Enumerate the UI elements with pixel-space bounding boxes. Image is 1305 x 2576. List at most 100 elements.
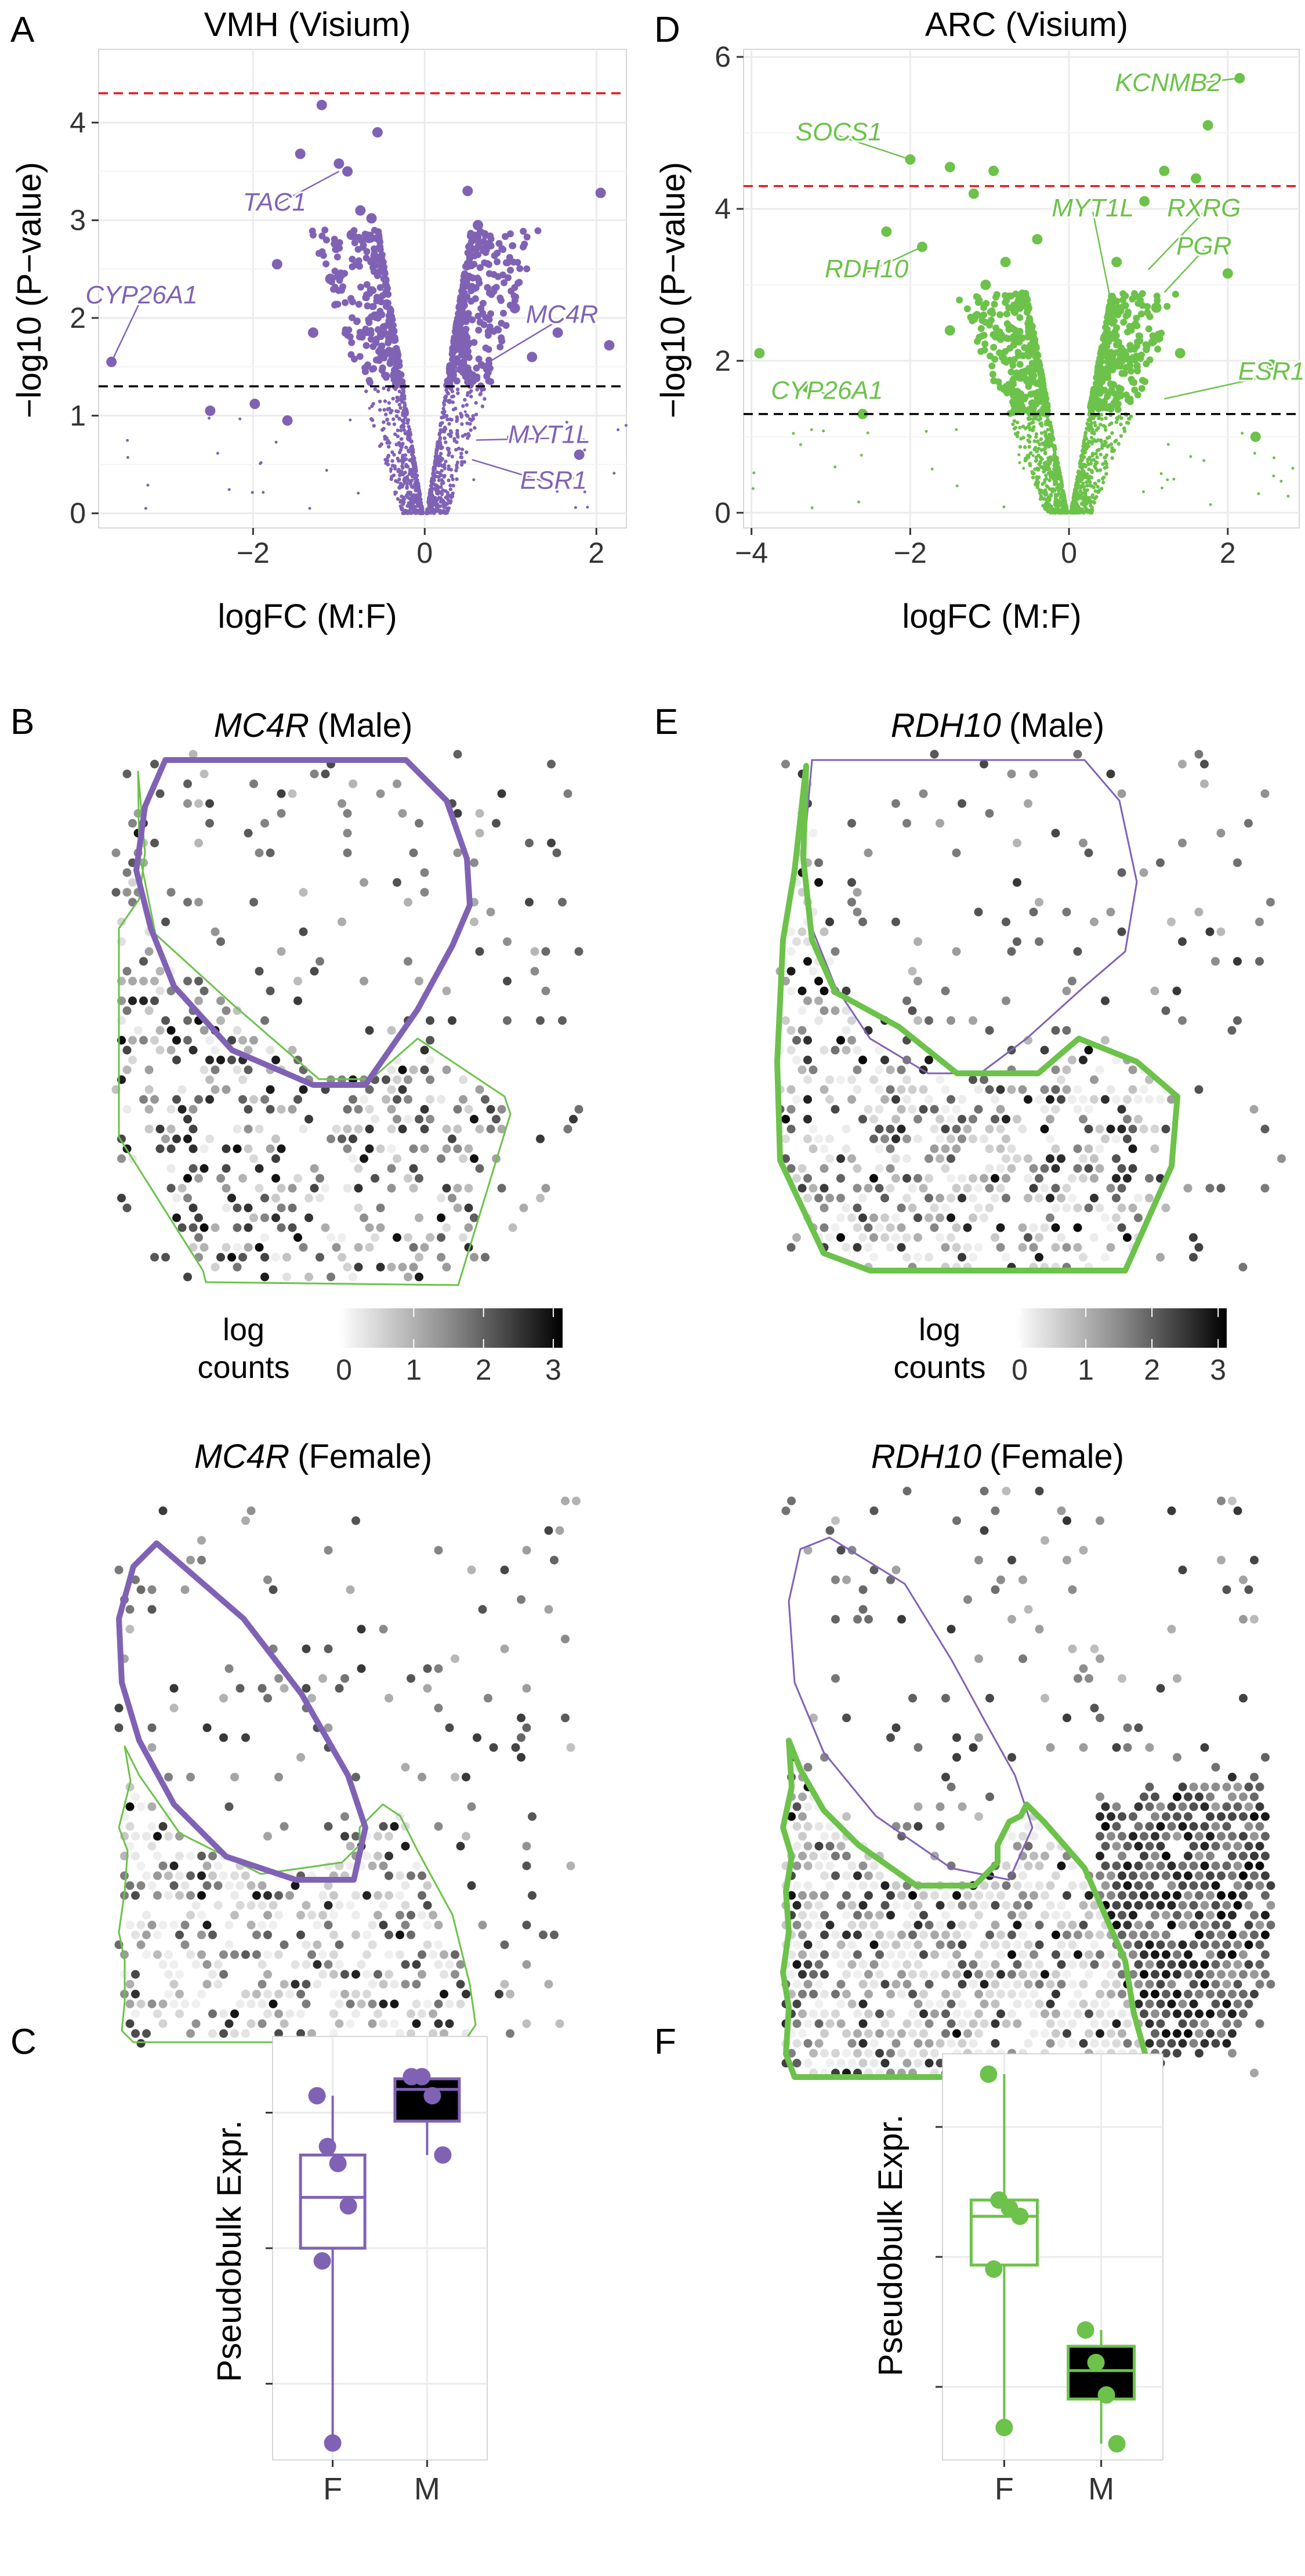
data-point [466, 436, 470, 440]
spot [150, 838, 159, 848]
data-point [1016, 430, 1020, 435]
spot [864, 1184, 873, 1193]
spot [393, 1075, 401, 1084]
spot [260, 1233, 269, 1242]
data-point [502, 233, 509, 240]
spot [569, 1115, 578, 1124]
spot [241, 2029, 250, 2038]
spot [825, 1095, 834, 1104]
spot [891, 1233, 900, 1242]
data-point [455, 463, 459, 468]
data-point [1085, 488, 1090, 492]
spot [1079, 1154, 1088, 1163]
data-point [469, 389, 473, 393]
spot [318, 1911, 327, 1920]
data-point [520, 243, 527, 251]
spot [836, 1213, 845, 1222]
spot [864, 1615, 873, 1624]
spot [1255, 1841, 1264, 1851]
spot [335, 1999, 344, 2009]
data-point [378, 342, 386, 350]
spot [1062, 1085, 1071, 1094]
data-point [1052, 453, 1056, 457]
spot [310, 1184, 319, 1193]
data-point [481, 387, 485, 391]
spot [880, 1095, 889, 1104]
spot [891, 917, 900, 927]
spot [1073, 1223, 1082, 1232]
spot [897, 1065, 906, 1074]
spot [525, 838, 534, 848]
spot [952, 1223, 961, 1232]
spot [329, 1911, 338, 1920]
spot [166, 1045, 176, 1055]
spot [1101, 1881, 1110, 1890]
spot [1007, 1144, 1016, 1153]
spot [313, 1940, 322, 1949]
spot [1073, 1203, 1082, 1213]
data-point [1073, 497, 1077, 502]
spot [205, 1134, 214, 1144]
spot [1095, 1203, 1104, 1213]
spatial-e-female-title: RDH10 (Female) [871, 1438, 1124, 1475]
spot [1112, 1095, 1121, 1104]
data-point [351, 239, 358, 247]
spot [233, 1026, 242, 1035]
spot [398, 1262, 407, 1272]
spot [1051, 1026, 1060, 1035]
data-point [383, 372, 390, 379]
data-point [1053, 458, 1057, 462]
data-point [1002, 348, 1009, 355]
spot [180, 1881, 190, 1890]
data-point [354, 245, 362, 253]
data-point [1092, 416, 1096, 421]
spot [985, 1026, 994, 1035]
data-point [1133, 322, 1141, 330]
spot [1046, 1743, 1055, 1752]
spot [1145, 1782, 1154, 1792]
spot [902, 1075, 911, 1084]
spot [385, 1871, 393, 1880]
data-point [1090, 385, 1097, 393]
spot [558, 1016, 567, 1025]
spot [374, 1970, 382, 1979]
spot [183, 799, 192, 808]
data-point [1104, 453, 1109, 457]
spot [1084, 1045, 1093, 1055]
spot [1002, 1115, 1010, 1124]
spot [398, 1065, 407, 1074]
data-point [469, 316, 476, 324]
data-point [1082, 485, 1086, 489]
spot [858, 1115, 867, 1124]
data-point [1137, 296, 1144, 304]
spot [216, 996, 225, 1005]
data-point [1043, 430, 1047, 434]
spot [211, 1223, 220, 1232]
spot [183, 976, 192, 986]
spot [131, 1930, 140, 1940]
data-point [331, 267, 339, 275]
spot [842, 1006, 851, 1015]
spot [354, 1105, 363, 1114]
data-point [1104, 416, 1108, 420]
spot [1150, 1124, 1159, 1134]
spot [913, 1743, 923, 1752]
spot [511, 1743, 520, 1752]
spot [197, 1536, 206, 1545]
data-point [1104, 462, 1109, 466]
spot [263, 1694, 272, 1703]
spot [820, 1045, 829, 1055]
data-point [471, 417, 476, 421]
spot [191, 1960, 201, 1969]
data-point [402, 428, 407, 432]
spot [1162, 1871, 1170, 1880]
data-point-significant [754, 348, 765, 359]
spot [404, 1233, 412, 1242]
spot [241, 1516, 250, 1525]
spot [249, 1036, 258, 1045]
spot [897, 1243, 906, 1252]
data-point [925, 430, 928, 433]
spot [147, 1802, 157, 1811]
spot [318, 1891, 327, 1900]
